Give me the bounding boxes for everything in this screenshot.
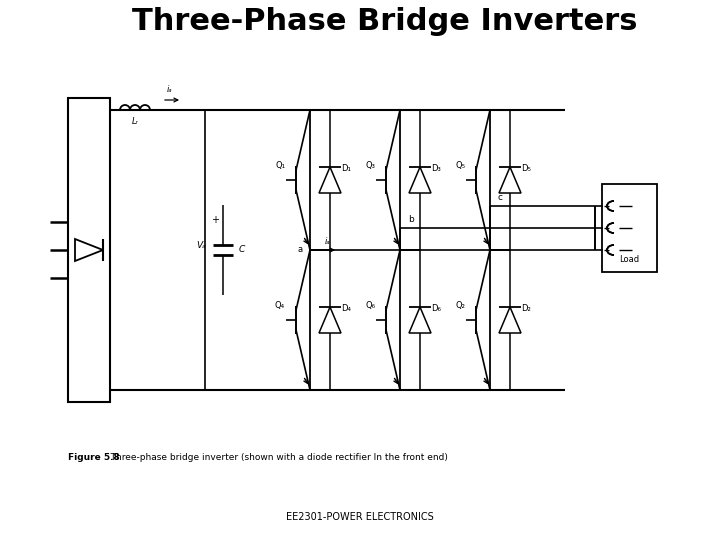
Text: b: b	[408, 214, 414, 224]
Text: Load: Load	[619, 255, 639, 265]
Text: Q₂: Q₂	[455, 301, 465, 310]
Polygon shape	[409, 307, 431, 333]
Text: D₃: D₃	[431, 164, 441, 173]
Polygon shape	[499, 307, 521, 333]
Text: D₂: D₂	[521, 304, 531, 313]
Polygon shape	[409, 167, 431, 193]
Text: D₅: D₅	[521, 164, 531, 173]
Text: a: a	[297, 246, 302, 254]
Text: Q₃: Q₃	[365, 161, 375, 170]
Text: Lᵣ: Lᵣ	[132, 118, 138, 126]
Text: c: c	[498, 192, 503, 201]
Text: iₐ: iₐ	[325, 237, 330, 246]
Text: +: +	[211, 215, 219, 225]
Text: Q₅: Q₅	[455, 161, 465, 170]
Polygon shape	[499, 167, 521, 193]
Text: D₄: D₄	[341, 304, 351, 313]
Text: Q₄: Q₄	[275, 301, 285, 310]
Text: Vₐ: Vₐ	[196, 240, 206, 249]
Text: D₆: D₆	[431, 304, 441, 313]
Text: Q₆: Q₆	[365, 301, 375, 310]
Text: Q₁: Q₁	[275, 161, 285, 170]
Text: Three-Phase Bridge Inverters: Three-Phase Bridge Inverters	[132, 8, 638, 37]
Polygon shape	[319, 167, 341, 193]
Text: EE2301-POWER ELECTRONICS: EE2301-POWER ELECTRONICS	[286, 512, 434, 522]
Text: iₐ: iₐ	[167, 85, 173, 94]
Polygon shape	[319, 307, 341, 333]
Text: Three-phase bridge inverter (shown with a diode rectifier In the front end): Three-phase bridge inverter (shown with …	[102, 454, 448, 462]
Bar	[602, 184, 657, 272]
Text: D₁: D₁	[341, 164, 351, 173]
Bar	[68, 98, 110, 402]
Text: C: C	[239, 246, 246, 254]
Text: Figure 5.8: Figure 5.8	[68, 454, 120, 462]
